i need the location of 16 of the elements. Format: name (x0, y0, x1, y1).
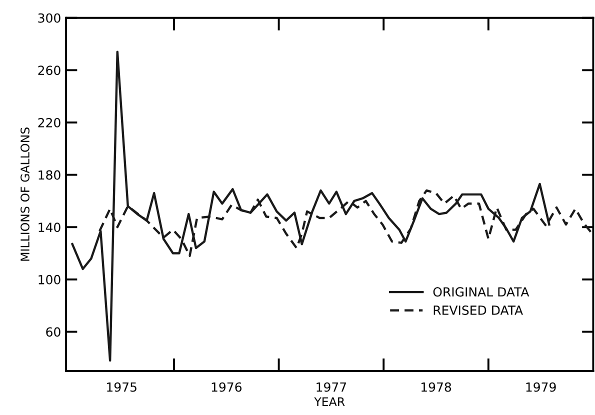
y-tick-label: 140 (38, 222, 60, 232)
x-tick-label: 1975 (107, 382, 136, 392)
x-tick-label: 1976 (212, 382, 242, 392)
y-tick-label: 60 (46, 327, 60, 337)
x-tick-label: 1979 (526, 382, 556, 392)
y-tick-label: 220 (38, 118, 60, 128)
x-axis-title: YEAR (314, 397, 345, 406)
x-tick-label: 1978 (421, 382, 452, 392)
y-tick-label: 100 (38, 274, 60, 284)
y-tick-label: 180 (38, 170, 60, 180)
y-tick-label: 260 (38, 66, 60, 76)
y-tick-label: 300 (38, 13, 60, 23)
y-axis-title: MILLIONS OF GALLONS (20, 128, 30, 261)
legend-label: REVISED DATA (434, 306, 523, 315)
legend-label: ORIGINAL DATA (433, 287, 530, 297)
x-tick-label: 1977 (316, 382, 346, 392)
